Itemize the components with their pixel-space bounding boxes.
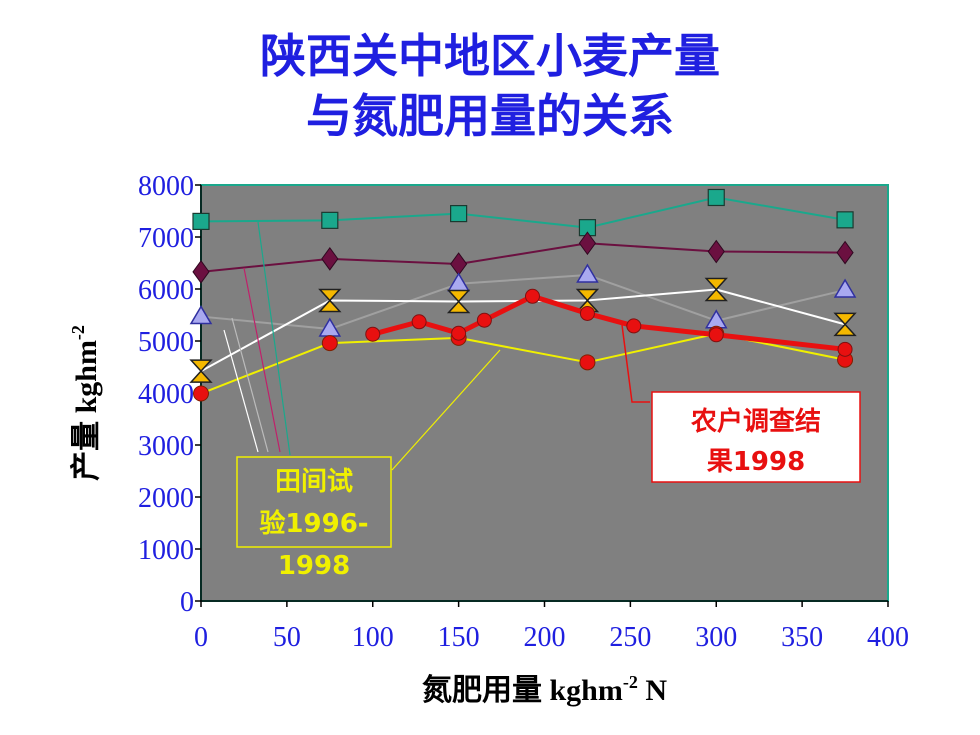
series-3-line (200, 273, 846, 331)
series-4-point (446, 289, 471, 314)
series-3-point (189, 305, 213, 325)
y-tick-label: 6000 (138, 275, 194, 306)
y-axis-label: 产量 kghm-2 (68, 325, 103, 481)
leader-line (223, 329, 259, 453)
series-2-point (321, 246, 339, 271)
leader-line (391, 349, 501, 471)
field-trial-label-line: 田间试 (275, 467, 353, 497)
series-2-point (836, 240, 854, 265)
y-tick-label: 0 (180, 587, 194, 618)
x-axis-label: 氮肥用量 kghm-2 N (422, 672, 667, 707)
y-tick-label: 5000 (138, 327, 194, 358)
series-4-point (189, 359, 213, 383)
series-1-point (836, 211, 854, 229)
leader-line-survey (621, 324, 650, 403)
x-tick-label: 100 (352, 622, 394, 653)
series-2-point (707, 239, 725, 264)
y-tick-label: 4000 (138, 379, 194, 410)
series-6-point (626, 318, 642, 334)
series-2-point (578, 231, 597, 256)
x-tick-label: 150 (438, 622, 480, 653)
y-tick-label: 2000 (138, 483, 194, 514)
series-1-point (192, 212, 210, 230)
y-tick-label: 1000 (138, 535, 194, 566)
series-3-point (833, 278, 857, 298)
series-6-point (365, 326, 381, 342)
chart-title-line-1: 陕西关中地区小麦产量 (260, 29, 720, 83)
field-trial-label-line: 验1996- (259, 508, 368, 539)
leader-line (257, 221, 291, 456)
y-tick-label: 3000 (138, 431, 194, 462)
series-6-point (708, 327, 724, 343)
survey-box (651, 391, 861, 483)
leader-line (231, 317, 269, 453)
series-1-line (200, 196, 846, 229)
x-tick-label: 300 (695, 622, 737, 653)
series-1-point (321, 211, 339, 229)
series-4-point (833, 312, 857, 337)
y-tick-label: 8000 (138, 171, 194, 202)
series-5-point (321, 335, 338, 352)
survey-label-line: 果1998 (707, 447, 805, 477)
series-2-point (192, 259, 210, 284)
field-trial-label-line: 1998 (278, 551, 350, 581)
series-6-point (579, 305, 595, 321)
series-4-point (575, 288, 600, 313)
survey-label-line: 农户调查结 (690, 406, 821, 437)
series-1-point (707, 188, 725, 207)
series-2-line (200, 242, 846, 273)
series-6-point (524, 288, 540, 304)
field-trial-box (236, 456, 392, 548)
x-tick-label: 350 (781, 622, 823, 653)
series-1-point (450, 205, 468, 223)
leader-line (243, 267, 281, 453)
series-5-point (579, 354, 596, 371)
series-4-point (318, 288, 342, 313)
x-tick-label: 400 (867, 622, 909, 653)
series-6-point (411, 314, 427, 330)
x-tick-label: 0 (194, 622, 208, 653)
series-6-point (476, 312, 492, 328)
x-tick-label: 200 (524, 622, 566, 653)
series-4-point (704, 277, 728, 302)
series-5-point (193, 385, 209, 402)
x-tick-label: 50 (273, 622, 301, 653)
chart-title-line-2: 与氮肥用量的关系 (306, 89, 674, 143)
x-tick-label: 250 (609, 622, 651, 653)
y-tick-label: 7000 (138, 223, 194, 254)
series-3-point (576, 263, 599, 283)
series-6-point (451, 325, 467, 341)
series-6-point (837, 341, 853, 357)
